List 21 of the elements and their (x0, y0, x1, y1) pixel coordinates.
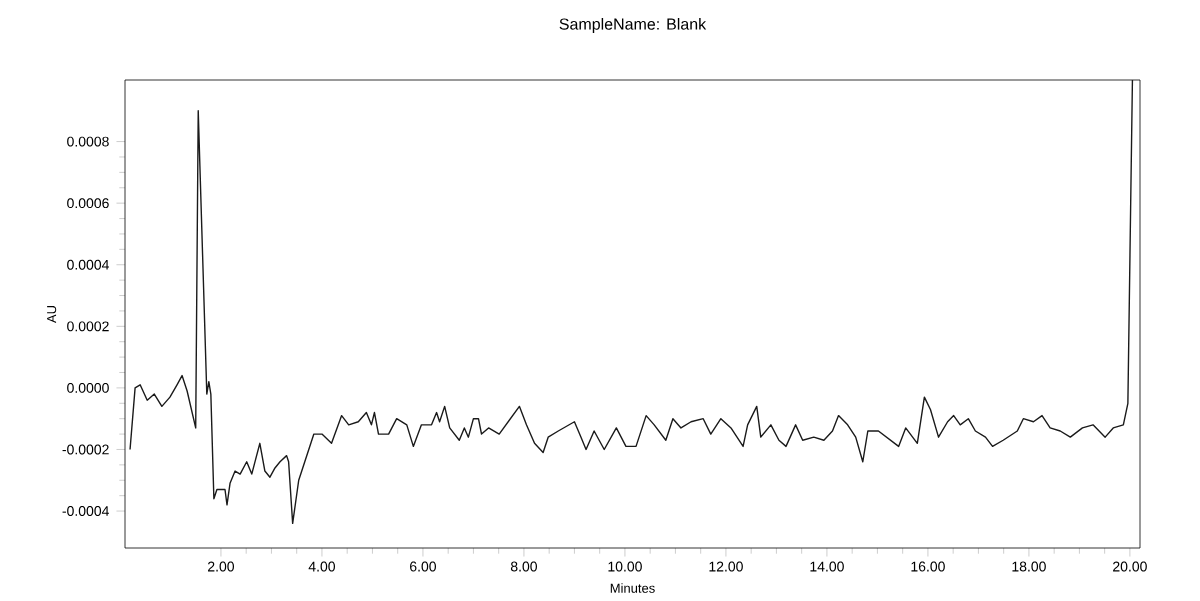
y-tick-label: 0.0004 (67, 259, 109, 270)
x-tick-label: 8.00 (510, 561, 538, 572)
x-tick-label: 10.00 (608, 561, 642, 572)
x-tick-label: 14.00 (810, 561, 844, 572)
x-axis-title: Minutes (610, 583, 655, 593)
y-tick-label: -0.0004 (62, 506, 109, 516)
y-axis-title: AU (47, 305, 57, 323)
y-tick-label: 0.0008 (67, 136, 109, 147)
x-tick-label: 16.00 (911, 561, 945, 572)
x-tick-label: 12.00 (709, 561, 743, 572)
y-tick-label: 0.0000 (67, 382, 109, 393)
x-tick-label: 2.00 (208, 561, 235, 572)
x-tick-label: 6.00 (410, 561, 437, 572)
x-tick-label: 18.00 (1012, 561, 1046, 572)
line-series (129, 80, 1134, 525)
y-tick-label: 0.0002 (67, 321, 109, 332)
y-tick-label: 0.0006 (67, 198, 109, 209)
chart-title: SampleName: Blank (559, 18, 707, 33)
x-tick-label: 4.00 (308, 561, 336, 572)
y-tick-label: -0.0002 (62, 444, 109, 455)
x-tick-label: 20.00 (1113, 561, 1147, 572)
